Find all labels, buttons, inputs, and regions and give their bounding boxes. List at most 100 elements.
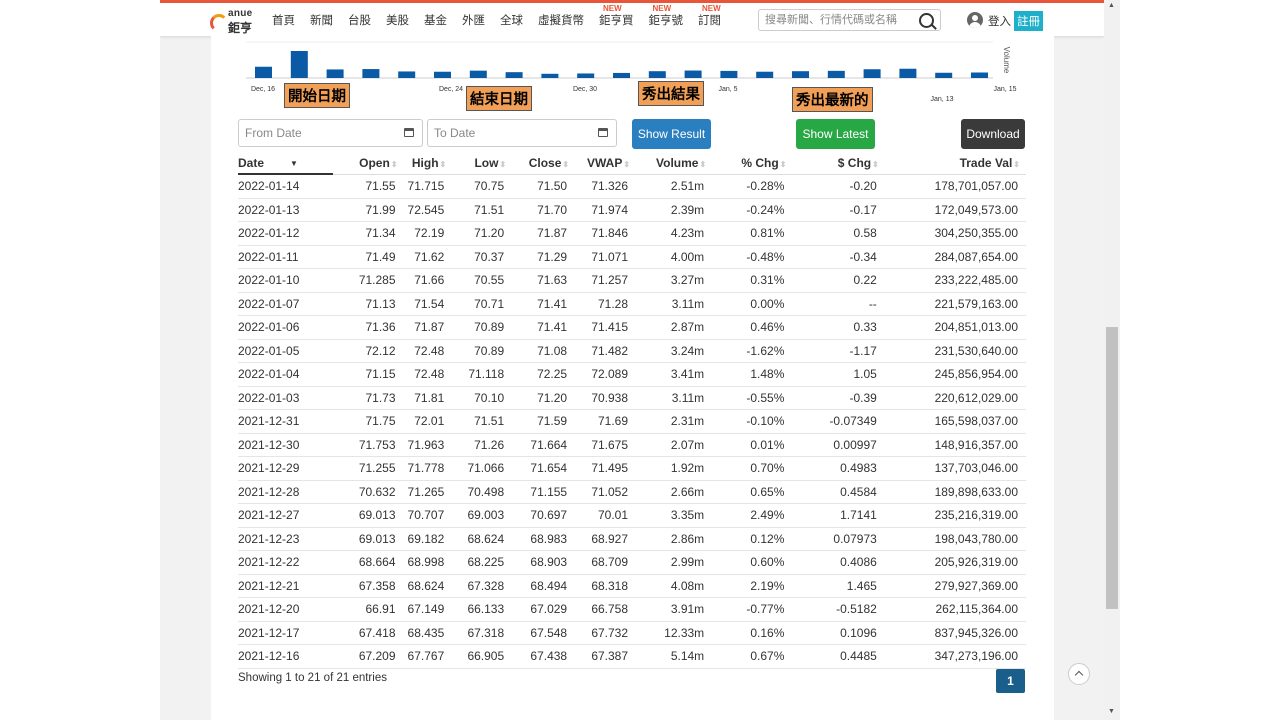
table-cell: 71.62 — [403, 245, 453, 269]
column-header[interactable]: Open⬍ — [333, 153, 404, 175]
table-cell: 137,703,046.00 — [884, 456, 1026, 481]
nav-item[interactable]: 訂閱 NEW — [698, 4, 721, 28]
login-link[interactable]: 登入 — [988, 16, 1011, 28]
search-icon[interactable] — [919, 13, 934, 28]
new-badge: NEW — [652, 4, 672, 13]
table-cell: 70.75 — [452, 174, 513, 199]
table-cell: 70.697 — [512, 503, 576, 528]
table-cell: 2021-12-22 — [238, 550, 334, 575]
table-cell: 2021-12-21 — [238, 574, 334, 598]
table-cell: 67.548 — [512, 621, 576, 645]
calendar-icon[interactable] — [598, 128, 608, 137]
nav-item[interactable]: 新聞 — [310, 12, 333, 28]
table-cell: 70.37 — [452, 245, 513, 269]
column-header[interactable]: Trade Val⬍ — [884, 153, 1026, 175]
table-body: 2022-01-14 71.55 71.715 70.75 71.50 71.326 2.5… — [238, 174, 1026, 669]
table-cell: 71.49 — [333, 245, 404, 269]
table-cell: 235,216,319.00 — [884, 503, 1026, 528]
table-cell: 71.41 — [512, 292, 576, 316]
from-date-input[interactable] — [239, 120, 391, 146]
nav-item[interactable]: 基金 — [424, 12, 447, 28]
table-cell: 71.664 — [512, 433, 576, 457]
nav-item[interactable]: 鉅亨買 NEW — [599, 4, 634, 28]
nav-item-label: 基金 — [424, 15, 447, 27]
nav-item[interactable]: 全球 — [500, 12, 523, 28]
table-row: 2022-01-11 71.49 71.62 70.37 71.29 71.071 4.00… — [238, 245, 1026, 269]
table-cell: 71.13 — [333, 292, 404, 316]
table-cell: 0.4485 — [792, 644, 885, 669]
column-header[interactable]: High⬍ — [403, 153, 453, 175]
table-cell: -0.20 — [792, 174, 885, 199]
column-header[interactable]: Close⬍ — [512, 153, 576, 175]
table-cell: 71.87 — [512, 221, 576, 246]
nav-item[interactable]: 鉅亨號 NEW — [649, 4, 684, 28]
table-cell: 71.052 — [575, 480, 637, 504]
table-cell: 231,530,640.00 — [884, 339, 1026, 363]
table-cell: 0.4983 — [792, 456, 885, 481]
scroll-down-arrow-icon[interactable]: ▼ — [1108, 708, 1115, 715]
table-cell: 1.465 — [792, 574, 885, 598]
table-cell: -0.24% — [712, 198, 793, 222]
table-cell: 69.013 — [333, 503, 404, 528]
show-result-button[interactable]: Show Result — [632, 119, 711, 149]
column-header[interactable]: % Chg⬍ — [712, 153, 793, 175]
table-row: 2021-12-28 70.632 71.265 70.498 71.155 71.052… — [238, 480, 1026, 504]
table-cell: 205,926,319.00 — [884, 550, 1026, 575]
table-cell: 2022-01-12 — [238, 221, 334, 246]
scrollbar[interactable]: ▲ ▼ — [1104, 0, 1120, 720]
column-header[interactable]: $ Chg⬍ — [792, 153, 885, 175]
table-cell: 148,916,357.00 — [884, 433, 1026, 457]
table-cell: 71.99 — [333, 198, 404, 222]
column-header[interactable]: Date ▼ — [238, 153, 334, 175]
main-content: Volume Dec, 16 Dec, 24 Dec, 30 Jan, 5 Jan, 1… — [211, 36, 1054, 720]
table-cell: 71.55 — [333, 174, 404, 199]
column-header[interactable]: Volume⬍ — [636, 153, 713, 175]
table-cell: 68.927 — [575, 527, 637, 551]
table-cell: 71.50 — [512, 174, 576, 199]
scroll-up-arrow-icon[interactable]: ▲ — [1108, 2, 1115, 9]
table-cell: -0.5182 — [792, 597, 885, 622]
table-cell: 220,612,029.00 — [884, 386, 1026, 410]
column-header-label: Date — [238, 156, 265, 170]
table-cell: 2022-01-10 — [238, 268, 334, 293]
show-latest-button[interactable]: Show Latest — [796, 119, 875, 149]
back-to-top-button[interactable] — [1068, 663, 1090, 685]
table-cell: 67.732 — [575, 621, 637, 645]
calendar-icon[interactable] — [404, 128, 414, 137]
table-cell: 71.08 — [512, 339, 576, 363]
table-header-row: Date ▼ Open⬍ High⬍ Low⬍ Close⬍ VWAP⬍ Volume⬍% C… — [238, 153, 1026, 175]
table-cell: 71.36 — [333, 315, 404, 340]
nav-item[interactable]: 美股 — [386, 12, 409, 28]
column-header[interactable]: VWAP⬍ — [575, 153, 637, 175]
table-cell: 69.013 — [333, 527, 404, 551]
column-header[interactable]: Low⬍ — [452, 153, 513, 175]
table-cell: 67.318 — [452, 621, 513, 645]
table-cell: 2.31m — [636, 409, 713, 434]
scrollbar-thumb[interactable] — [1106, 327, 1118, 609]
table-cell: 2022-01-03 — [238, 386, 334, 410]
nav-item[interactable]: 首頁 — [272, 12, 295, 28]
volume-bar — [362, 69, 380, 78]
table-row: 2022-01-12 71.34 72.19 71.20 71.87 71.846 4.23… — [238, 221, 1026, 246]
nav-item-label: 訂閱 — [698, 15, 721, 27]
user-icon[interactable] — [967, 12, 983, 28]
logo-arc-icon — [210, 14, 228, 32]
nav-item[interactable]: 台股 — [348, 12, 371, 28]
annotation-end-date: 結束日期 — [466, 86, 532, 111]
page: anue 鉅亨 首頁 新聞 台股 美股 基金 外匯 全球 虛擬貨幣 鉅亨買 NEW 鉅亨號 NEW 訂閱… — [160, 0, 1120, 720]
table-cell: 71.51 — [452, 198, 513, 222]
table-cell: 2021-12-16 — [238, 644, 334, 669]
register-button[interactable]: 註冊 — [1014, 11, 1043, 31]
table-cell: 3.11m — [636, 386, 713, 410]
x-tick-label: Dec, 30 — [573, 86, 597, 93]
nav-item[interactable]: 外匯 — [462, 12, 485, 28]
table-cell: -- — [792, 292, 885, 316]
search-input[interactable] — [759, 10, 921, 30]
anue-logo[interactable]: anue 鉅亨 — [210, 8, 258, 35]
to-date-input[interactable] — [428, 120, 580, 146]
table-cell: 2021-12-28 — [238, 480, 334, 504]
download-button[interactable]: Download — [961, 119, 1025, 149]
nav-item[interactable]: 虛擬貨幣 — [538, 12, 584, 28]
table-cell: -0.28% — [712, 174, 793, 199]
pagination-page-1[interactable]: 1 — [996, 669, 1025, 693]
